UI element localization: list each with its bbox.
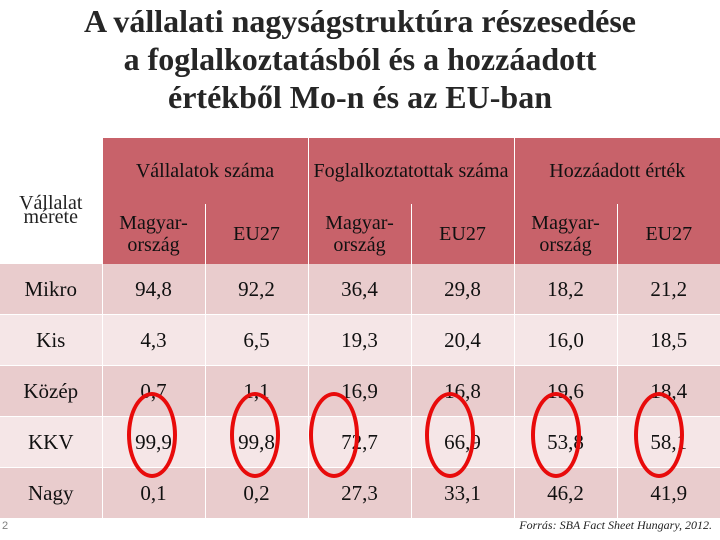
table-cell: 53,8 [514, 416, 618, 468]
table-row-kis: Kis 4,3 6,5 19,3 20,4 16,0 18,5 [0, 314, 720, 366]
table-cell: 18,5 [617, 314, 720, 366]
table-cell: 16,0 [514, 314, 618, 366]
table-cell: 6,5 [205, 314, 309, 366]
row-label: Közép [0, 365, 103, 417]
table-cell: 18,4 [617, 365, 720, 417]
subheader-eu-companies: EU27 [205, 204, 309, 264]
table-row-mikro: Mikro 94,8 92,2 36,4 29,8 18,2 21,2 [0, 264, 720, 315]
table-cell: 1,1 [205, 365, 309, 417]
subheader-hu-companies: Magyar- ország [101, 204, 206, 264]
table-cell: 0,2 [205, 467, 309, 519]
table-cell: 16,8 [411, 365, 515, 417]
table-cell: 19,3 [308, 314, 412, 366]
table-cell: 36,4 [308, 264, 412, 315]
subheader-hu-value-added: Magyar- ország [514, 204, 618, 264]
table-cell: 16,9 [308, 365, 412, 417]
table-cell: 4,3 [102, 314, 206, 366]
table-cell: 20,4 [411, 314, 515, 366]
table-cell: 0,1 [102, 467, 206, 519]
header-row-countries: mérete Magyar- ország EU27 Magyar- orszá… [0, 204, 720, 264]
table-cell: 21,2 [617, 264, 720, 315]
size-structure-table: Vállalat Vállalatok száma Foglalkoztatot… [0, 138, 720, 519]
corner-label-top: Vállalat [0, 138, 103, 214]
row-label: Nagy [0, 467, 103, 519]
table-row-kozep: Közép 0,7 1,1 16,9 16,8 19,6 18,4 [0, 365, 720, 417]
slide-title: A vállalati nagyságstruktúra részesedése… [0, 2, 720, 116]
table-cell: 92,2 [205, 264, 309, 315]
row-label: Kis [0, 314, 103, 366]
group-header-companies: Vállalatok száma [102, 138, 309, 204]
table-cell: 41,9 [617, 467, 720, 519]
source-note: Forrás: SBA Fact Sheet Hungary, 2012. [519, 518, 712, 532]
table-cell: 94,8 [102, 264, 206, 315]
row-label: Mikro [0, 264, 103, 315]
table-cell: 33,1 [411, 467, 515, 519]
group-header-employment: Foglalkoztatottak száma [308, 138, 515, 204]
table-cell: 66,9 [411, 416, 515, 468]
title-line-3: értékből Mo-n és az EU-ban [168, 79, 552, 115]
group-header-value-added: Hozzáadott érték [514, 138, 720, 204]
table-cell: 18,2 [514, 264, 618, 315]
table-cell: 19,6 [514, 365, 618, 417]
table-row-kkv: KKV 99,9 99,8 72,7 66,9 53,8 58,1 [0, 416, 720, 468]
table-cell: 99,8 [205, 416, 309, 468]
table-cell: 58,1 [617, 416, 720, 468]
subheader-eu-value-added: EU27 [617, 204, 720, 264]
table-cell: 72,7 [308, 416, 412, 468]
table-row-nagy: Nagy 0,1 0,2 27,3 33,1 46,2 41,9 [0, 467, 720, 519]
table-cell: 46,2 [514, 467, 618, 519]
table-cell: 0,7 [102, 365, 206, 417]
header-row-groups: Vállalat Vállalatok száma Foglalkoztatot… [0, 138, 720, 214]
title-line-2: a foglalkoztatásból és a hozzáadott [123, 41, 597, 77]
table-cell: 27,3 [308, 467, 412, 519]
subheader-hu-employment: Magyar- ország [308, 204, 412, 264]
page-number: 2 [2, 520, 9, 532]
table-cell: 29,8 [411, 264, 515, 315]
row-label: KKV [0, 416, 103, 468]
title-line-1: A vállalati nagyságstruktúra részesedése [84, 3, 636, 39]
corner-label-bottom: mérete [0, 204, 103, 264]
table-cell: 99,9 [102, 416, 206, 468]
subheader-eu-employment: EU27 [411, 204, 515, 264]
